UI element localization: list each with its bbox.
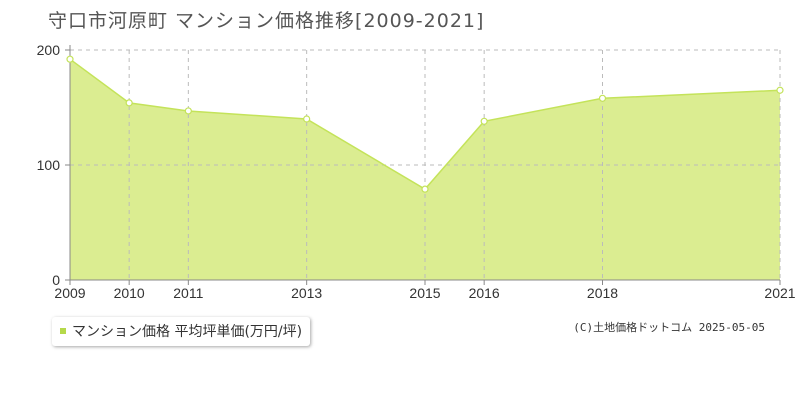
y-tick-label: 100	[37, 157, 61, 173]
legend-label: マンション価格 平均坪単価(万円/坪)	[72, 324, 303, 340]
y-tick-label: 200	[37, 42, 61, 58]
x-tick-label: 2010	[114, 285, 145, 301]
x-tick-label: 2016	[469, 285, 500, 301]
x-tick-label: 2021	[764, 285, 795, 301]
data-point	[184, 107, 192, 115]
x-tick-label: 2013	[291, 285, 322, 301]
data-point	[303, 115, 311, 123]
chart-title: 守口市河原町 マンション価格推移[2009-2021]	[48, 10, 485, 32]
data-point	[480, 117, 488, 125]
y-tick-label: 0	[52, 272, 60, 288]
data-point	[598, 94, 607, 102]
series-line	[69, 58, 781, 191]
x-tick-label: 2018	[587, 285, 618, 301]
x-tick-label: 2015	[409, 285, 440, 301]
chart-legend: マンション価格 平均坪単価(万円/坪)	[52, 317, 311, 346]
data-point	[66, 55, 74, 63]
x-tick-label: 2009	[54, 285, 85, 301]
legend-swatch	[60, 328, 66, 334]
data-point	[125, 99, 133, 107]
credit-text: (C)土地価格ドットコム 2025-05-05	[573, 321, 765, 334]
x-tick-label: 2011	[173, 285, 203, 301]
data-point	[776, 86, 784, 94]
data-point	[421, 185, 429, 193]
